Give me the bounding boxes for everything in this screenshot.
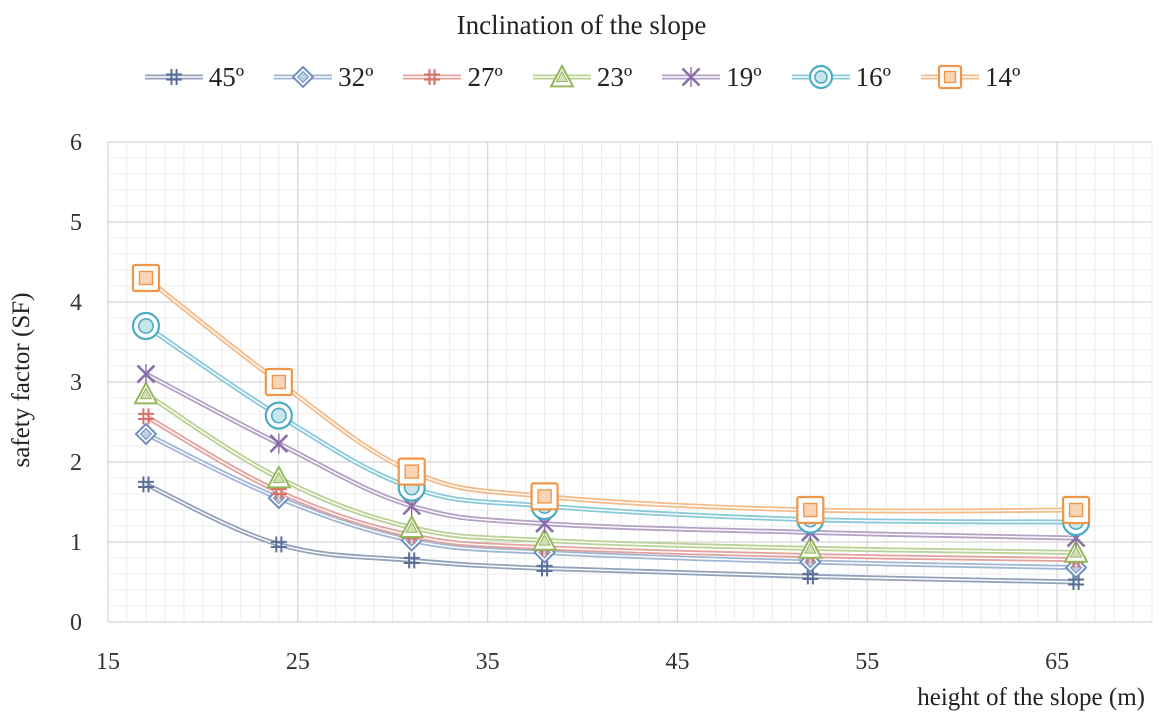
legend-item: 19º [660,61,762,93]
legend-swatch [274,65,333,89]
x-axis-title: height of the slope (m) [917,684,1145,711]
data-point [264,401,293,430]
legend: 45º 32º 27º 23º 19º 16º 14º [0,58,1163,96]
data-point [134,422,158,446]
data-point [399,514,425,538]
data-point [937,64,963,90]
series-line-highlight [145,373,1077,539]
y-tick-label: 4 [70,290,82,316]
x-tick-label: 45 [665,649,689,675]
y-tick-label: 0 [70,610,82,636]
y-tick-label: 1 [70,530,82,556]
data-point [549,63,575,88]
data-point [1061,495,1091,525]
legend-item: 32º [272,61,373,93]
x-tick-label: 15 [96,649,120,675]
data-point [291,65,315,89]
legend-label: 19º [726,61,762,92]
data-point [133,380,159,405]
legend-label: 14º [984,61,1021,92]
data-point [424,69,441,85]
legend-item: 23º [531,61,632,93]
series-6 [131,263,1091,525]
data-point [131,311,161,341]
data-point [796,495,825,525]
data-point [681,67,701,87]
legend-label: 16º [855,61,891,92]
legend-item: 16º [790,61,891,93]
y-tick-label: 5 [70,210,82,236]
series-line-highlight [145,393,1077,554]
data-point [136,364,156,384]
data-point [536,560,553,577]
y-tick-label: 2 [70,450,82,476]
legend-item: 45º [143,61,244,93]
data-point [266,464,292,489]
x-tick-label: 55 [855,649,879,675]
data-point [530,482,559,511]
legend-title: Inclination of the slope [456,10,707,40]
legend-swatch [532,63,591,88]
data-point [1068,574,1085,590]
x-tick-label: 25 [286,649,310,675]
y-tick-label: 3 [70,370,82,396]
legend-label: 23º [596,61,633,92]
data-point [137,476,154,493]
legend-label: 27º [467,61,503,92]
y-tick-label: 6 [70,130,82,156]
data-point [397,457,426,486]
data-point [165,69,182,85]
legend-item: 27º [401,61,503,93]
data-point [808,64,833,90]
data-point [802,568,819,585]
legend-swatch [791,64,850,90]
y-axis-title: safety factor (SF) [8,292,35,468]
data-point [531,527,558,551]
x-tick-label: 35 [476,649,500,675]
data-point [264,367,293,397]
legend-label: 32º [338,61,374,92]
series-3 [133,380,1089,563]
data-point [269,433,289,454]
data-point [131,263,161,293]
data-point [137,408,154,425]
legend-swatch [920,64,979,90]
data-point [797,535,824,559]
legend-swatch [662,67,721,87]
legend-item: 14º [919,61,1020,93]
legend-swatch [144,69,203,85]
data-point [1063,539,1089,563]
series-0 [137,476,1085,590]
legend-label: 45º [208,61,245,92]
x-tick-label: 65 [1045,649,1069,675]
legend-swatch [403,69,462,85]
data-point [270,536,287,553]
data-point [403,552,420,569]
